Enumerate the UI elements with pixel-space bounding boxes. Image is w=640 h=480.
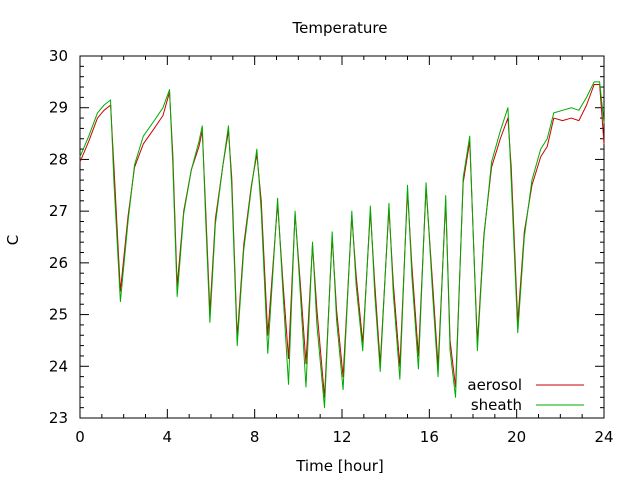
y-tick-label: 23 bbox=[49, 409, 68, 427]
x-axis: 0 4 8 12 16 20 24 bbox=[75, 56, 614, 446]
x-tick-label: 8 bbox=[250, 428, 260, 446]
x-axis-title: Time [hour] bbox=[295, 457, 384, 475]
y-tick-label: 27 bbox=[49, 202, 68, 220]
x-tick-label: 16 bbox=[420, 428, 439, 446]
legend-label-sheath: sheath bbox=[471, 396, 522, 414]
x-tick-label: 4 bbox=[163, 428, 173, 446]
y-tick-label: 26 bbox=[49, 254, 68, 272]
y-tick-label: 24 bbox=[49, 357, 68, 375]
series-layer bbox=[79, 81, 605, 409]
series-line-sheath bbox=[79, 81, 605, 409]
x-tick-label: 24 bbox=[594, 428, 613, 446]
y-tick-label: 29 bbox=[49, 99, 68, 117]
y-tick-label: 25 bbox=[49, 306, 68, 324]
y-tick-label: 28 bbox=[49, 150, 68, 168]
y-axis-title: C bbox=[4, 235, 22, 245]
legend-label-aerosol: aerosol bbox=[467, 376, 522, 394]
x-tick-label: 12 bbox=[332, 428, 351, 446]
series-line-aerosol bbox=[79, 83, 605, 398]
chart-title: Temperature bbox=[291, 19, 387, 37]
x-tick-label: 0 bbox=[75, 428, 85, 446]
y-tick-label: 30 bbox=[49, 47, 68, 65]
x-tick-label: 20 bbox=[507, 428, 526, 446]
legend: aerosol sheath bbox=[467, 376, 584, 414]
